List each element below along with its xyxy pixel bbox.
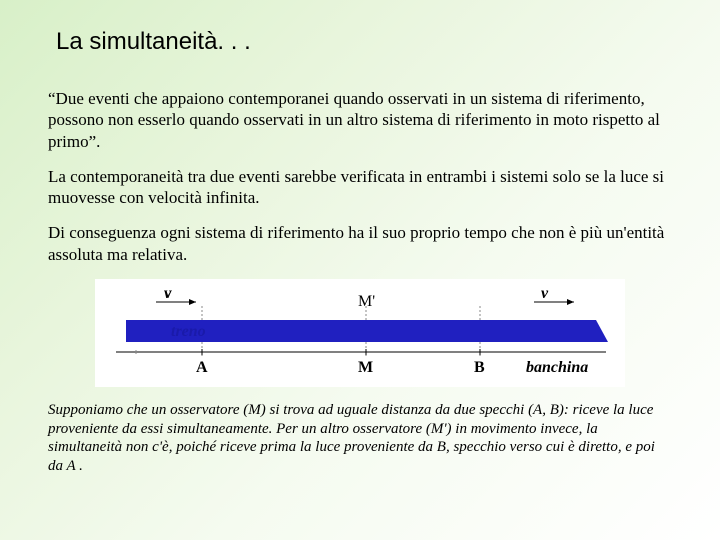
- slide-title: La simultaneità. . .: [56, 28, 672, 56]
- svg-text:B: B: [474, 359, 485, 376]
- svg-text:M: M: [358, 359, 373, 376]
- svg-text:M': M': [358, 293, 375, 310]
- paragraph-1: “Due eventi che appaiono contemporanei q…: [48, 88, 672, 152]
- svg-text:A: A: [196, 359, 208, 376]
- caption: Supponiamo che un osservatore (M) si tro…: [48, 401, 672, 476]
- svg-text:treno: treno: [171, 323, 206, 340]
- svg-text:banchina: banchina: [526, 359, 588, 376]
- train-diagram: vvvM'trenoAMBbanchina: [95, 279, 625, 387]
- svg-text:v: v: [541, 285, 549, 302]
- paragraph-2: La contemporaneità tra due eventi sarebb…: [48, 166, 672, 209]
- paragraph-3: Di conseguenza ogni sistema di riferimen…: [48, 222, 672, 265]
- svg-text:v: v: [164, 285, 172, 302]
